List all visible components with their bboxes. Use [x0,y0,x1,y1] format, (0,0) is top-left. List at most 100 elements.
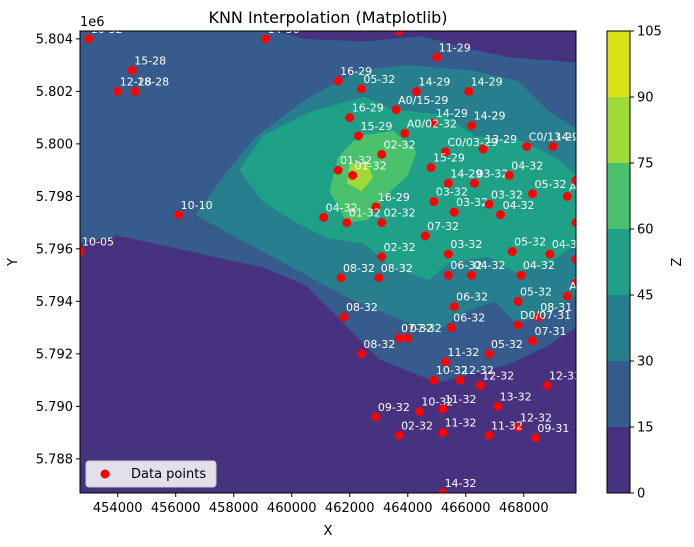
colorbar-tick-label: 0 [637,487,645,502]
data-point [571,278,576,288]
data-point [391,105,401,115]
data-point [571,218,576,228]
data-point-label: 01-32 [349,207,381,220]
data-point-label: 06-32 [456,291,488,304]
data-point [374,273,384,283]
x-tick-label: 464000 [383,501,433,516]
data-point-label: 08-32 [346,301,378,314]
legend-box [85,460,217,488]
data-point [467,121,477,130]
data-point-label: 01-32 [355,159,387,172]
data-point [174,210,184,220]
colorbar-segment [607,427,630,493]
data-point [348,170,358,180]
data-point [542,380,552,390]
data-point [394,333,404,343]
data-point [429,375,439,385]
data-point-label: 16-29 [352,102,384,115]
data-point [449,207,459,217]
data-point [333,165,343,175]
data-point [414,407,424,417]
data-point-label: 03-32 [491,188,523,201]
data-point-label: 02-32 [384,241,416,254]
data-point-label: 14-29 [474,110,506,123]
data-point [522,142,532,151]
data-point-label: 05-32 [491,338,523,351]
contour-region-2 [239,96,576,281]
data-point-label: 10-32 [436,364,468,377]
y-tick-label: 5.800 [36,137,73,152]
colorbar-segment [607,163,630,229]
y-axis: 5.788 5.790 5.792 5.794 5.796 5.798 5.800 5.802… [36,32,80,467]
data-point [432,52,442,62]
data-point [130,86,140,96]
colorbar-segment [607,31,630,97]
data-point-label: 05-32 [534,178,566,191]
data-point-label: 04-32 [326,201,358,214]
data-point [261,34,271,44]
data-point-label: 15-28 [134,54,166,67]
data-point [455,375,465,385]
data-point-label: 08 [578,267,592,280]
data-point [356,84,366,94]
data-point-label: 05-32 [520,285,552,298]
x-tick-label: 456000 [151,501,201,516]
data-point-label: C2/0 [578,243,603,256]
data-point-label: 11-29 [439,41,471,54]
data-point [449,302,459,312]
data-point-label: 07-32 [427,220,459,233]
data-point [484,199,494,209]
data-point [443,249,453,259]
data-point-label: 08-32 [343,262,375,275]
data-point [438,428,448,438]
data-point-label: 09-32 [378,401,410,414]
data-point-label: 12-32 [462,364,494,377]
data-point [127,65,137,75]
data-point [84,34,94,44]
data-point-label: 03-32 [456,196,488,209]
data-point [467,270,477,280]
data-point-label: 02-32 [384,207,416,220]
data-point [530,433,540,443]
y-tick-label: 5.804 [36,32,73,47]
data-point-label: 14-29 [418,75,450,88]
contour-region-4 [346,162,373,192]
legend-marker [100,469,110,479]
data-point-label: 04-32 [503,199,535,212]
data-point [493,401,503,411]
colorbar: 0 15 30 45 60 75 90 105 [606,25,662,502]
data-point-label: 14-29 [471,75,503,88]
data-point-label: 15-29 [433,152,465,165]
data-point [345,113,355,123]
data-point-label: D0/07-31 [520,309,571,322]
data-point [507,247,517,256]
data-point [319,212,329,222]
data-point [429,118,439,128]
data-point [484,349,494,359]
data-point-label: 04-32 [523,259,555,272]
data-point-label: 04-32 [474,259,506,272]
legend-label: Data points [131,467,206,482]
x-axis: 454000 456000 458000 460000 462000 464000 4660… [93,493,549,516]
data-point [333,76,343,86]
colorbar-tick-label: 30 [637,355,654,370]
data-point-label: 06-32 [450,259,482,272]
data-point-label: 08-32 [381,262,413,275]
data-point [443,178,453,188]
data-point-label: 12-32 [482,369,514,382]
data-point [377,149,387,159]
data-point-label: 14-36 [268,23,300,36]
data-point-label: 16-32 [91,23,123,36]
data-point [356,349,366,359]
data-point [478,144,488,154]
colorbar-tick-label: 75 [637,157,654,172]
data-point [342,218,352,228]
data-point [548,142,558,151]
x-tick-label: 458000 [209,501,259,516]
colorbar-tick-label: 105 [637,25,662,40]
data-point [339,312,349,322]
data-point-label: 04-32 [578,165,610,178]
data-point [446,323,456,333]
data-point [533,312,543,322]
data-point [80,247,85,256]
